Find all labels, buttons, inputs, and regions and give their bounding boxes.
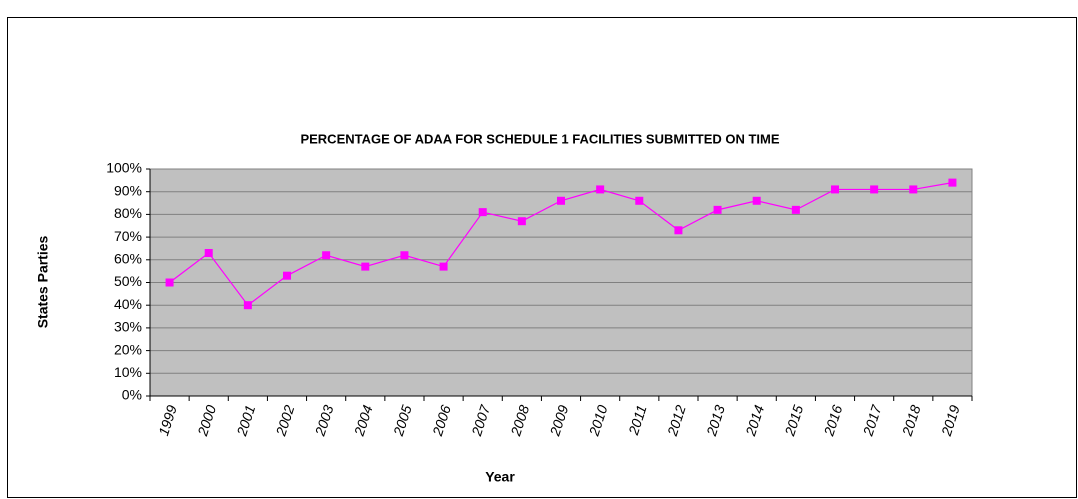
- marker: [831, 185, 839, 194]
- marker: [243, 301, 252, 310]
- y-tick-label: 70%: [114, 228, 142, 244]
- marker: [517, 217, 526, 226]
- x-axis-label: Year: [485, 469, 515, 485]
- marker: [322, 251, 331, 260]
- y-tick-label: 60%: [114, 251, 142, 267]
- marker: [557, 196, 565, 205]
- marker: [674, 226, 683, 235]
- marker: [165, 278, 174, 287]
- y-tick-label: 90%: [114, 182, 142, 198]
- marker: [870, 185, 879, 194]
- marker: [791, 205, 800, 214]
- marker: [596, 185, 605, 194]
- y-tick-label: 100%: [106, 160, 142, 176]
- marker: [283, 271, 291, 280]
- y-tick-label: 80%: [114, 205, 142, 221]
- marker: [204, 248, 213, 257]
- marker: [361, 262, 370, 271]
- y-tick-label: 20%: [114, 341, 142, 357]
- y-tick-label: 40%: [114, 296, 142, 312]
- marker: [948, 178, 957, 187]
- marker: [752, 196, 761, 205]
- marker: [478, 208, 487, 217]
- y-tick-label: 10%: [114, 364, 142, 380]
- chart-title: PERCENTAGE OF ADAA FOR SCHEDULE 1 FACILI…: [300, 131, 779, 146]
- y-axis-label: States Parties: [35, 235, 51, 328]
- y-tick-label: 30%: [114, 319, 142, 335]
- marker: [439, 262, 448, 271]
- y-tick-label: 0%: [122, 387, 142, 403]
- marker: [635, 196, 644, 205]
- marker: [713, 205, 722, 214]
- y-tick-label: 50%: [114, 273, 142, 289]
- marker: [400, 251, 409, 260]
- marker: [909, 185, 918, 194]
